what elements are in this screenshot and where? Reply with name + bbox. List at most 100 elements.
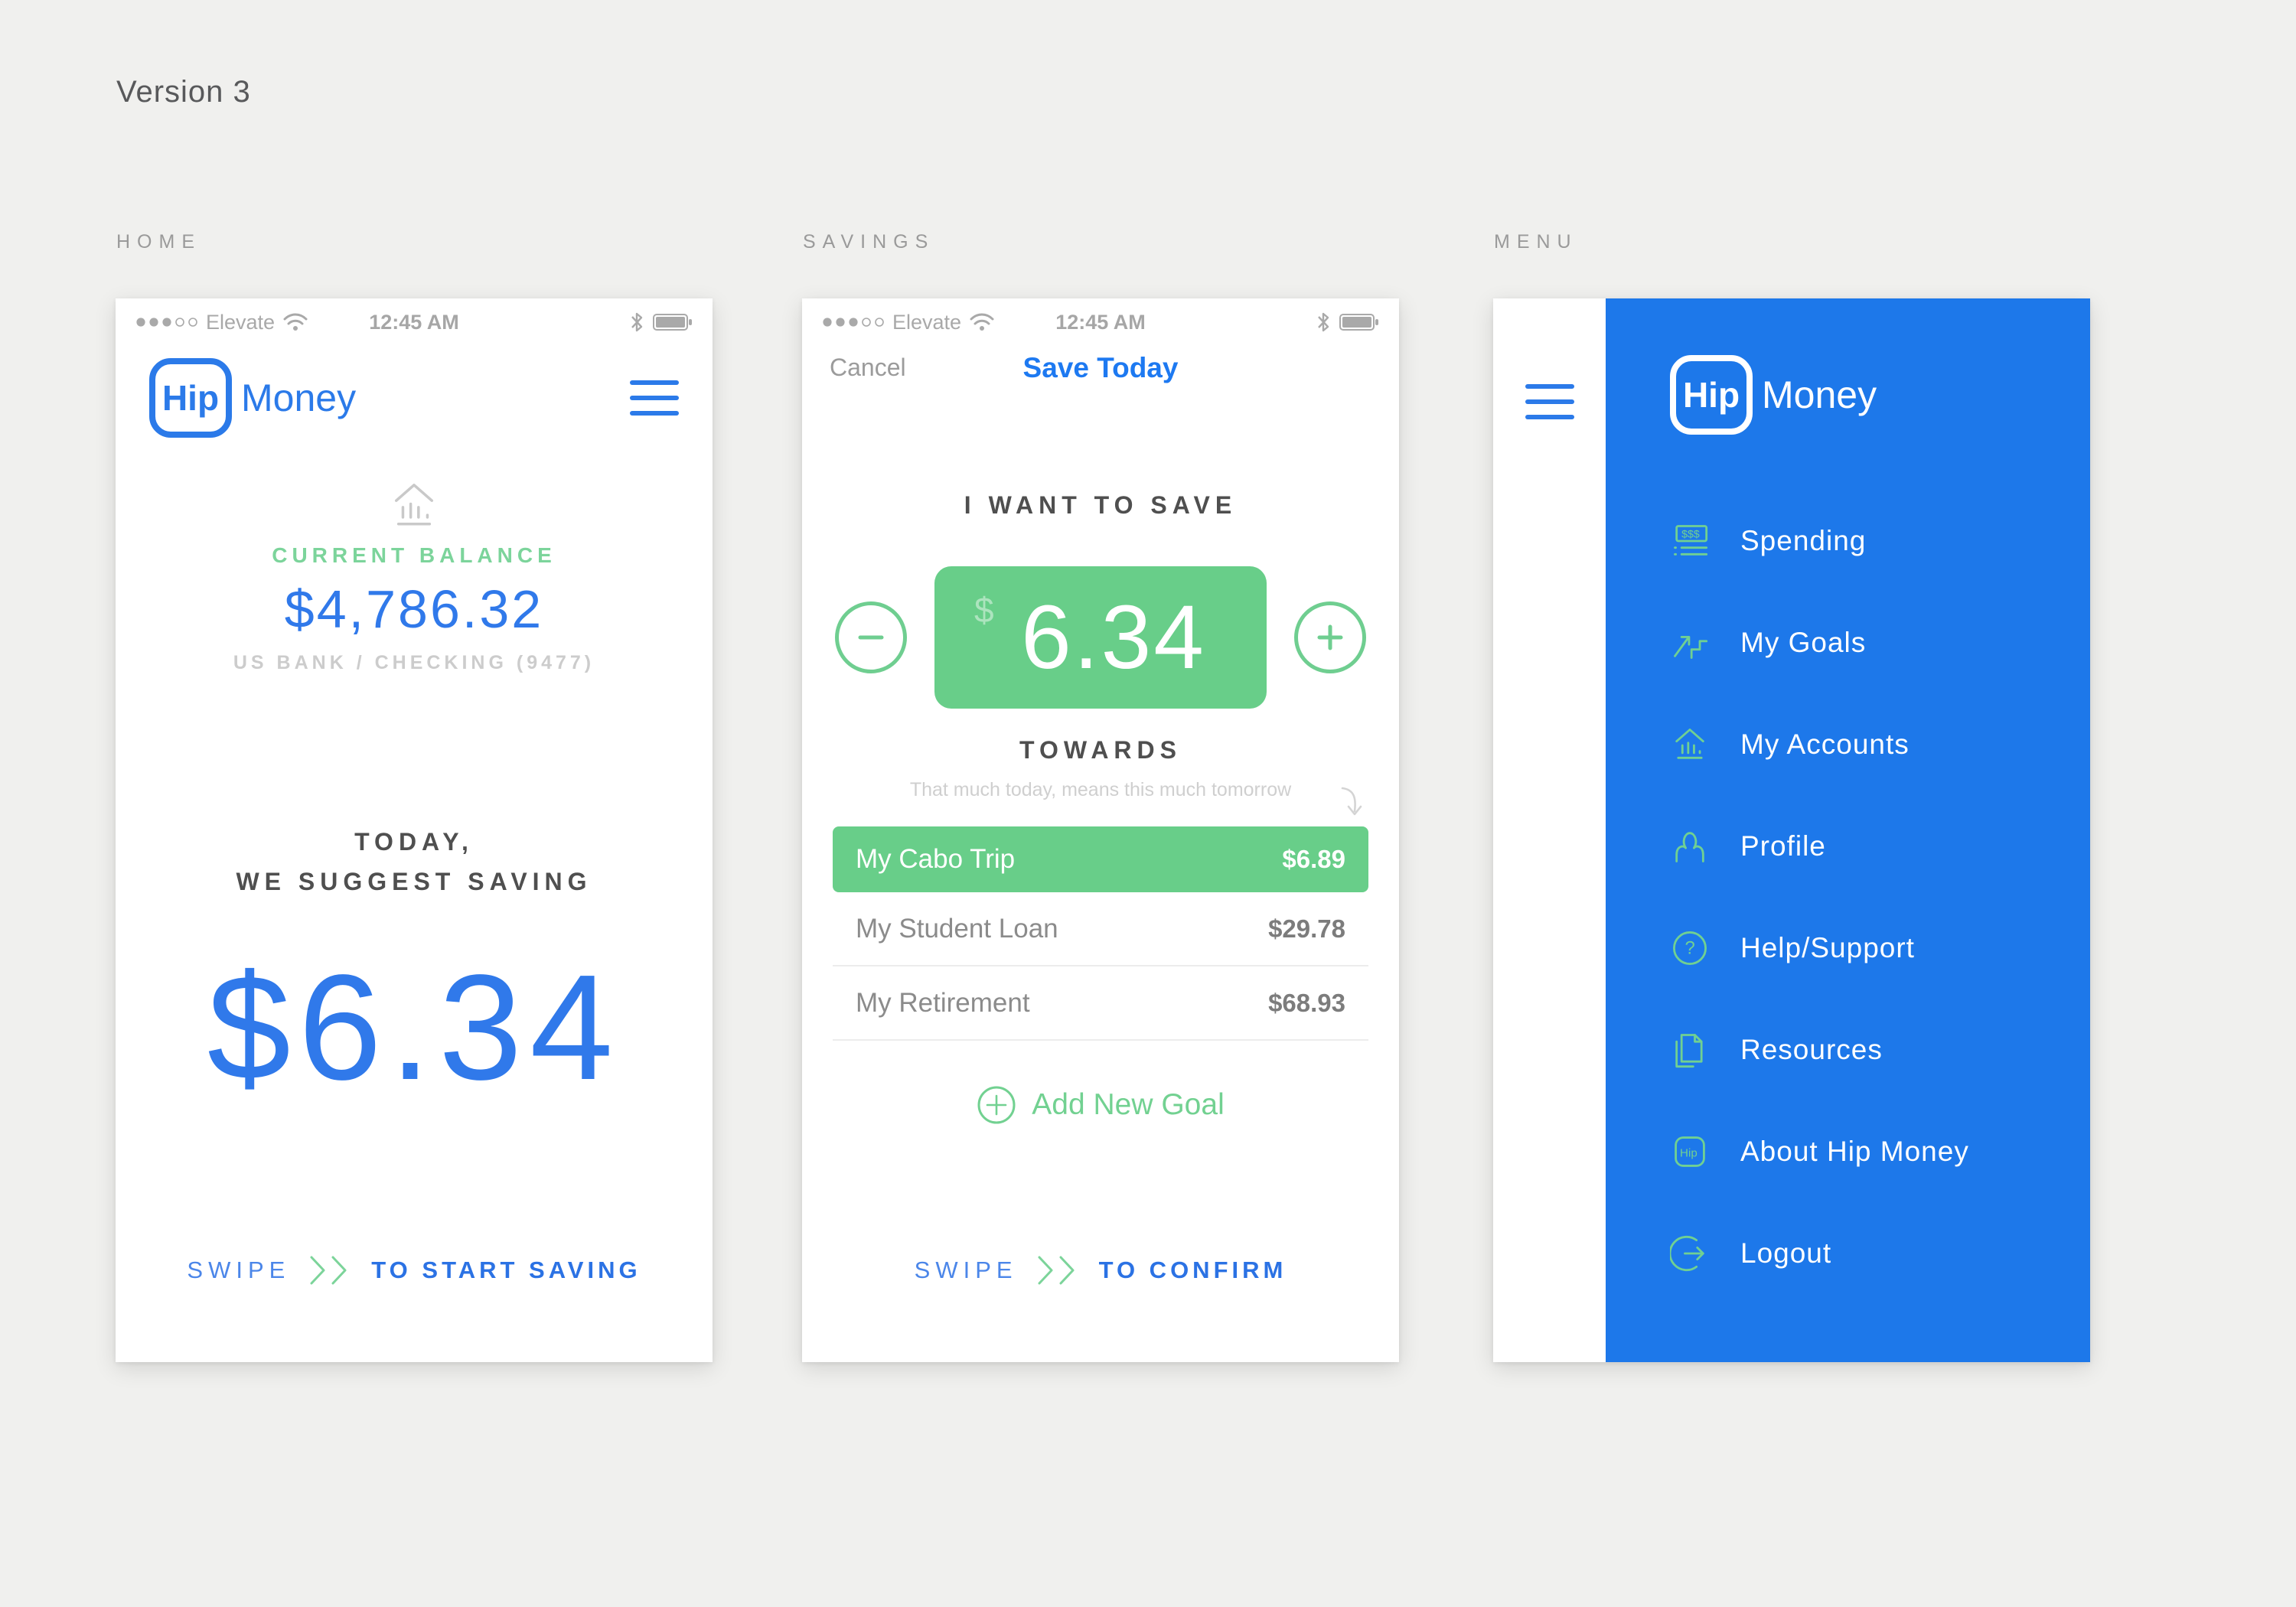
menu-item-my-goals[interactable]: My Goals	[1670, 592, 2067, 693]
savings-screen: Elevate 12:45 AM Ca	[802, 298, 1399, 1362]
version-label: Version 3	[116, 75, 251, 109]
logo-hip-text: Hip	[161, 378, 220, 418]
goal-row-selected[interactable]: My Cabo Trip $6.89	[833, 826, 1368, 892]
balance-block: CURRENT BALANCE $4,786.32 US BANK / CHEC…	[116, 481, 713, 674]
menu-hamburger-icon[interactable]	[1525, 384, 1574, 419]
goals-list: My Cabo Trip $6.89 My Student Loan $29.7…	[833, 826, 1368, 1041]
svg-text:?: ?	[1685, 937, 1695, 958]
menu-item-label: Help/Support	[1740, 931, 1915, 963]
section-label-home: HOME	[116, 231, 201, 253]
add-new-goal-button[interactable]: Add New Goal	[802, 1085, 1399, 1125]
goal-name: My Student Loan	[856, 913, 1058, 944]
menu-item-profile[interactable]: Profile	[1670, 795, 2067, 897]
amount-currency: $	[974, 590, 994, 630]
goal-name: My Retirement	[856, 987, 1030, 1018]
goal-row[interactable]: My Retirement $68.93	[833, 966, 1368, 1039]
status-time: 12:45 AM	[1055, 310, 1146, 334]
about-icon: Hip	[1670, 1132, 1710, 1172]
divider	[833, 1039, 1368, 1041]
curved-down-arrow-icon	[1338, 785, 1365, 820]
double-chevron-icon	[308, 1255, 353, 1286]
profile-icon	[1670, 826, 1710, 866]
account-subtitle: US BANK / CHECKING (9477)	[233, 652, 595, 673]
menu-drawer: Hip Money $$$ Spending	[1606, 298, 2090, 1362]
menu-item-my-accounts[interactable]: My Accounts	[1670, 693, 2067, 795]
goal-name: My Cabo Trip	[856, 844, 1016, 874]
save-amount-display: $ 6.34	[934, 566, 1267, 709]
resources-icon	[1670, 1030, 1710, 1070]
add-circle-icon	[977, 1085, 1016, 1125]
carrier-name: Elevate	[206, 310, 276, 334]
svg-text:Hip: Hip	[1680, 1146, 1698, 1159]
menu-item-label: Logout	[1740, 1237, 1832, 1269]
menu-item-about-hip-money[interactable]: Hip About Hip Money	[1670, 1100, 2067, 1202]
amount-value: 6.34	[1021, 587, 1206, 688]
wifi-icon	[969, 312, 995, 332]
goals-icon	[1670, 623, 1710, 663]
cancel-button[interactable]: Cancel	[830, 354, 906, 381]
status-bar: Elevate 12:45 AM	[802, 309, 1399, 335]
accounts-icon	[1670, 725, 1710, 764]
suggest-line-1: TODAY,	[354, 828, 474, 856]
menu-item-help-support[interactable]: ? Help/Support	[1670, 897, 2067, 999]
goal-row[interactable]: My Student Loan $29.78	[833, 892, 1368, 965]
amount-stepper: $ 6.34	[802, 565, 1399, 710]
carrier-name: Elevate	[892, 310, 962, 334]
suggest-line-2: WE SUGGEST SAVING	[236, 868, 592, 895]
savings-nav-bar: Cancel Save Today	[830, 352, 1371, 387]
menu-hamburger-icon[interactable]	[630, 380, 679, 416]
divider	[833, 965, 1368, 966]
menu-underlay-strip	[1493, 298, 1606, 1362]
hip-logo-badge: Hip	[149, 358, 232, 438]
status-bar: Elevate 12:45 AM	[116, 309, 713, 335]
swipe-action-label: TO START SAVING	[371, 1257, 641, 1283]
double-chevron-icon	[1036, 1255, 1081, 1286]
swipe-to-confirm[interactable]: SWIPE TO CONFIRM	[802, 1255, 1399, 1286]
logo-hip-text: Hip	[1682, 375, 1740, 415]
menu-screen: Hip Money $$$ Spending	[1493, 298, 2090, 1362]
status-time: 12:45 AM	[369, 310, 459, 334]
spending-icon: $$$	[1670, 521, 1710, 561]
bank-icon	[116, 481, 713, 530]
decrease-amount-button[interactable]	[835, 601, 907, 673]
signal-strength-icon	[822, 317, 885, 328]
menu-item-label: Spending	[1740, 524, 1867, 556]
menu-item-label: Profile	[1740, 830, 1826, 862]
menu-item-logout[interactable]: Logout	[1670, 1202, 2067, 1304]
add-goal-label: Add New Goal	[1032, 1088, 1225, 1121]
help-icon: ?	[1670, 928, 1710, 968]
section-label-savings: SAVINGS	[803, 231, 935, 253]
logo-money-text: Money	[1762, 373, 1877, 416]
menu-item-spending[interactable]: $$$ Spending	[1670, 490, 2067, 592]
suggested-amount: $6.34	[207, 944, 621, 1111]
current-balance-amount: $4,786.32	[284, 579, 544, 639]
page-title: Save Today	[1022, 352, 1179, 383]
swipe-action-label: TO CONFIRM	[1098, 1257, 1287, 1283]
hint-row: That much today, means this much tomorro…	[802, 779, 1399, 816]
swipe-to-start-saving[interactable]: SWIPE TO START SAVING	[116, 1255, 713, 1286]
signal-strength-icon	[135, 317, 198, 328]
menu-item-resources[interactable]: Resources	[1670, 999, 2067, 1100]
goal-amount: $6.89	[1282, 845, 1345, 873]
menu-item-label: About Hip Money	[1740, 1135, 1969, 1167]
menu-item-label: Resources	[1740, 1033, 1883, 1065]
logo-money-text: Money	[241, 376, 357, 419]
increase-amount-button[interactable]	[1294, 601, 1366, 673]
menu-items: $$$ Spending My Goals	[1670, 490, 2067, 1304]
hip-money-logo: Hip Money	[149, 358, 356, 438]
hint-text: That much today, means this much tomorro…	[909, 779, 1292, 800]
current-balance-label: CURRENT BALANCE	[272, 543, 556, 567]
svg-text:$$$: $$$	[1681, 527, 1700, 539]
swipe-word: SWIPE	[187, 1257, 291, 1283]
goal-amount: $29.78	[1268, 914, 1345, 943]
hip-logo-badge: Hip	[1670, 355, 1753, 435]
section-label-menu: MENU	[1494, 231, 1578, 253]
logout-icon	[1670, 1234, 1710, 1273]
battery-icon	[1339, 313, 1379, 331]
home-screen: Elevate 12:45 AM	[116, 298, 713, 1362]
swipe-word: SWIPE	[914, 1257, 1018, 1283]
battery-icon	[653, 313, 693, 331]
towards-label: TOWARDS	[1019, 736, 1182, 764]
menu-item-label: My Accounts	[1740, 728, 1910, 760]
menu-item-label: My Goals	[1740, 626, 1867, 658]
